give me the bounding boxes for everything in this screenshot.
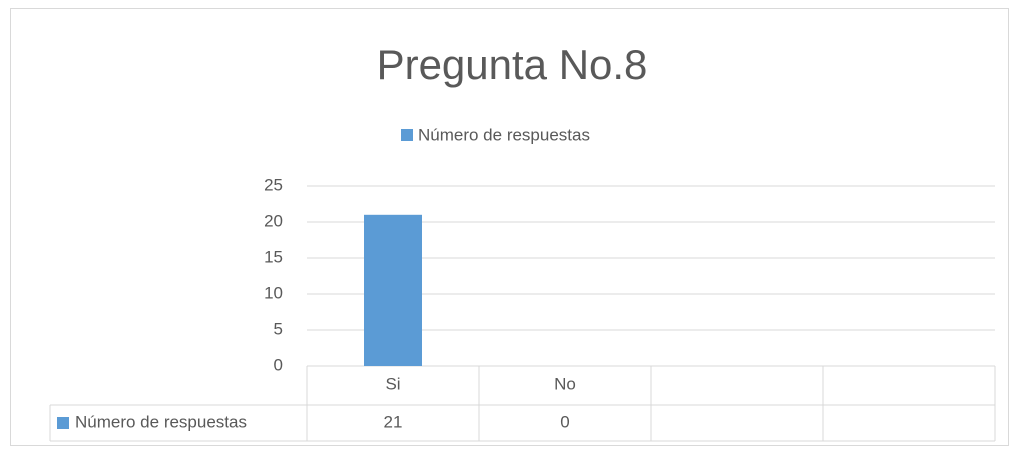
table-legend-label: Número de respuestas xyxy=(75,412,247,431)
y-tick-label: 25 xyxy=(264,175,283,194)
chart-border xyxy=(10,8,1009,446)
table-value: 21 xyxy=(384,412,403,431)
legend-label: Número de respuestas xyxy=(418,125,590,144)
y-tick-label: 10 xyxy=(264,283,283,302)
x-tick-label: No xyxy=(554,374,576,393)
y-tick-label: 5 xyxy=(274,319,283,338)
table-legend-swatch xyxy=(57,417,69,429)
legend-swatch xyxy=(401,129,413,141)
y-tick-label: 0 xyxy=(274,355,283,374)
y-tick-label: 20 xyxy=(264,211,283,230)
chart-title: Pregunta No.8 xyxy=(377,41,648,88)
bar xyxy=(364,214,422,366)
table-value: 0 xyxy=(560,412,569,431)
y-tick-label: 15 xyxy=(264,247,283,266)
x-tick-label: Si xyxy=(385,374,400,393)
